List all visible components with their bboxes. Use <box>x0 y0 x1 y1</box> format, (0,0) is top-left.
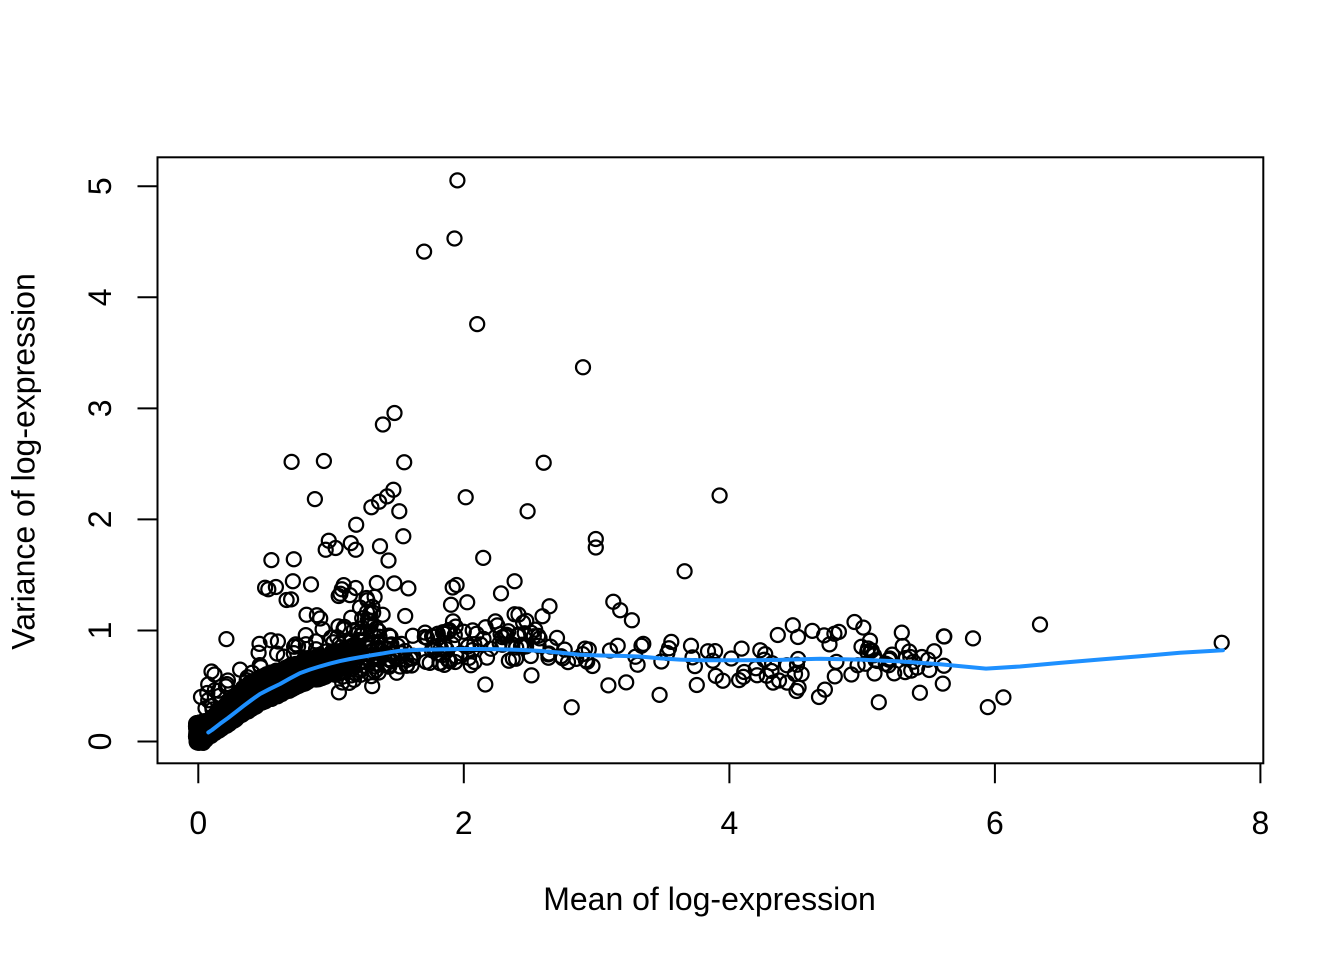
svg-text:Mean of log-expression: Mean of log-expression <box>543 881 876 917</box>
svg-text:6: 6 <box>986 805 1004 841</box>
svg-text:5: 5 <box>82 177 118 195</box>
svg-text:3: 3 <box>82 399 118 417</box>
svg-text:4: 4 <box>721 805 739 841</box>
svg-text:0: 0 <box>189 805 207 841</box>
svg-text:8: 8 <box>1252 805 1270 841</box>
svg-text:Variance of log-expression: Variance of log-expression <box>6 273 42 650</box>
svg-text:4: 4 <box>82 288 118 306</box>
svg-text:2: 2 <box>82 511 118 529</box>
svg-text:0: 0 <box>82 733 118 751</box>
svg-text:2: 2 <box>455 805 473 841</box>
svg-text:1: 1 <box>82 622 118 640</box>
